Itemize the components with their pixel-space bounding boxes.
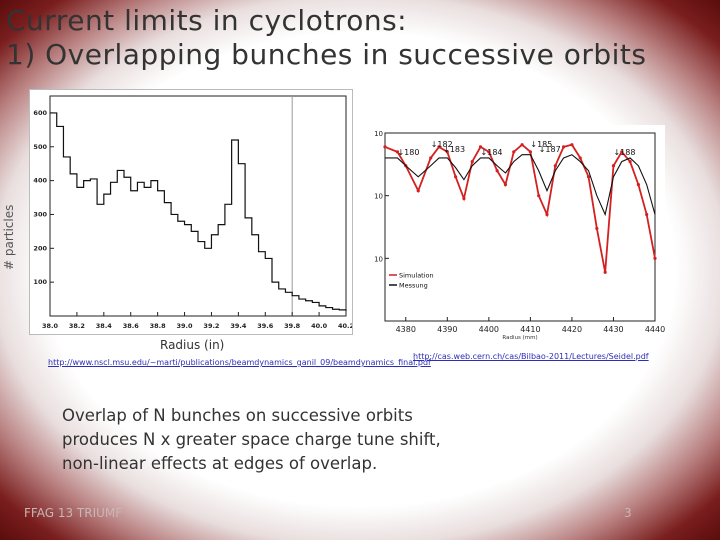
reference-link-msu[interactable]: http://www.nscl.msu.edu/~marti/publicati… — [48, 358, 431, 367]
right-simulation-point — [620, 150, 624, 154]
right-simulation-point — [462, 196, 466, 201]
right-simulation-point — [545, 212, 549, 217]
right-x-tick-label: 4410 — [520, 325, 540, 334]
left-histogram-series — [50, 112, 347, 311]
reference-link-cern[interactable]: http://cas.web.cern.ch/cas/Bilbao-2011/L… — [413, 352, 649, 361]
right-simulation-point — [628, 159, 632, 164]
right-peak-label: ↓183 — [443, 145, 465, 154]
right-x-tick-label: 4400 — [479, 325, 499, 334]
right-peak-label: ↓184 — [481, 148, 503, 157]
body-text: Overlap of N bunches on successive orbit… — [62, 404, 582, 476]
right-x-tick-label: 4380 — [396, 325, 416, 334]
left-x-tick-label: 38.0 — [42, 322, 59, 330]
left-x-tick-label: 38.8 — [150, 322, 167, 330]
right-simulation-point — [429, 156, 433, 160]
body-line-2: produces N x greater space charge tune s… — [62, 430, 441, 449]
left-chart-ylabel: # particles — [2, 204, 16, 270]
right-simulation-point — [636, 183, 640, 187]
right-peak-label: ↓185 — [530, 140, 552, 149]
right-simulation-point — [653, 256, 657, 260]
slide-title: Current limits in cyclotrons: 1) Overlap… — [6, 4, 646, 72]
right-simulation-point — [437, 145, 441, 149]
right-plot-frame — [384, 132, 656, 322]
right-y-tick-label: 10 — [374, 193, 383, 201]
left-y-tick-label: 400 — [33, 177, 47, 185]
right-simulation-point — [520, 143, 524, 147]
left-chart-xlabel: Radius (in) — [160, 338, 225, 352]
right-peak-label: ↓182 — [431, 140, 453, 149]
left-chart: 38.0 38.2 38.4 38.6 38.8 39.0 39.2 39.4 39.6 39.8… — [33, 95, 352, 330]
left-y-tick-label: 500 — [33, 143, 47, 151]
right-simulation-point — [537, 194, 541, 198]
right-simulation-point — [512, 150, 516, 154]
title-line-2: 1) Overlapping bunches in successive orb… — [6, 38, 647, 71]
right-simulation-point — [470, 159, 474, 164]
right-simulation-point — [603, 270, 607, 274]
right-legend-label: Messung — [399, 282, 428, 290]
left-x-tick-label: 40.0 — [311, 322, 328, 330]
right-x-tick-label: 4390 — [437, 325, 457, 334]
right-legend-label: Simulation — [399, 272, 434, 280]
right-peak-label: ↓187 — [539, 145, 561, 154]
right-x-tick-label: 4440 — [645, 325, 665, 334]
left-x-tick-label: 38.2 — [69, 322, 85, 330]
left-y-tick-label: 600 — [33, 109, 47, 117]
right-simulation-point — [495, 169, 499, 173]
right-chart-panel: 4380 4390 4400 4410 4420 4430 4440 10 10 10 Radius… — [365, 125, 665, 340]
right-simulation-point — [478, 145, 483, 149]
right-y-tick-label: 10 — [374, 130, 383, 138]
left-y-tick-label: 200 — [33, 244, 47, 252]
left-x-tick-label: 39.4 — [230, 322, 247, 330]
right-chart: 4380 4390 4400 4410 4420 4430 4440 10 10 10 Radius… — [374, 130, 665, 340]
right-simulation-point — [454, 175, 458, 179]
left-x-tick-label: 38.6 — [123, 322, 140, 330]
body-line-3: non-linear effects at edges of overlap. — [62, 454, 378, 473]
right-simulation-point — [487, 150, 491, 154]
right-simulation-point — [562, 145, 566, 149]
right-x-tick-label: 4420 — [562, 325, 582, 334]
right-peak-label: ↓188 — [613, 148, 635, 157]
left-x-tick-label: 39.0 — [177, 322, 194, 330]
right-simulation-point — [611, 164, 616, 168]
right-simulation-point — [528, 150, 532, 154]
right-simulation-point — [383, 145, 387, 149]
right-series-simulation — [384, 143, 656, 273]
body-line-1: Overlap of N bunches on successive orbit… — [62, 406, 413, 425]
footer-label: FFAG 13 TRIUMF — [24, 506, 123, 520]
left-chart-panel: 38.0 38.2 38.4 38.6 38.8 39.0 39.2 39.4 39.6 39.8… — [30, 90, 352, 334]
left-x-tick-label: 40.2 — [338, 322, 352, 330]
right-simulation-point — [595, 226, 599, 231]
right-peak-label: ↓180 — [397, 148, 419, 157]
right-simulation-point — [553, 164, 557, 168]
left-x-tick-label: 39.8 — [284, 322, 301, 330]
left-plot-frame — [49, 95, 347, 317]
right-simulation-point — [570, 143, 574, 147]
right-simulation-point — [578, 156, 582, 160]
right-x-tick-label: 4430 — [603, 325, 623, 334]
right-simulation-point — [416, 189, 420, 193]
left-y-tick-label: 300 — [33, 210, 47, 218]
left-x-tick-label: 38.4 — [96, 322, 113, 330]
right-simulation-point — [645, 212, 649, 217]
left-y-tick-label: 100 — [33, 278, 47, 286]
right-simulation-point — [586, 175, 591, 179]
title-line-1: Current limits in cyclotrons: — [6, 4, 408, 37]
right-simulation-point — [503, 183, 508, 187]
right-simulation-point — [395, 150, 400, 154]
right-x-axis-label: Radius (mm) — [502, 335, 537, 340]
right-y-tick-label: 10 — [374, 255, 383, 263]
right-simulation-point — [445, 150, 449, 154]
slide-number: 3 — [624, 506, 632, 520]
left-x-tick-label: 39.2 — [203, 322, 219, 330]
left-x-tick-label: 39.6 — [257, 322, 274, 330]
right-series-messung — [385, 154, 656, 217]
